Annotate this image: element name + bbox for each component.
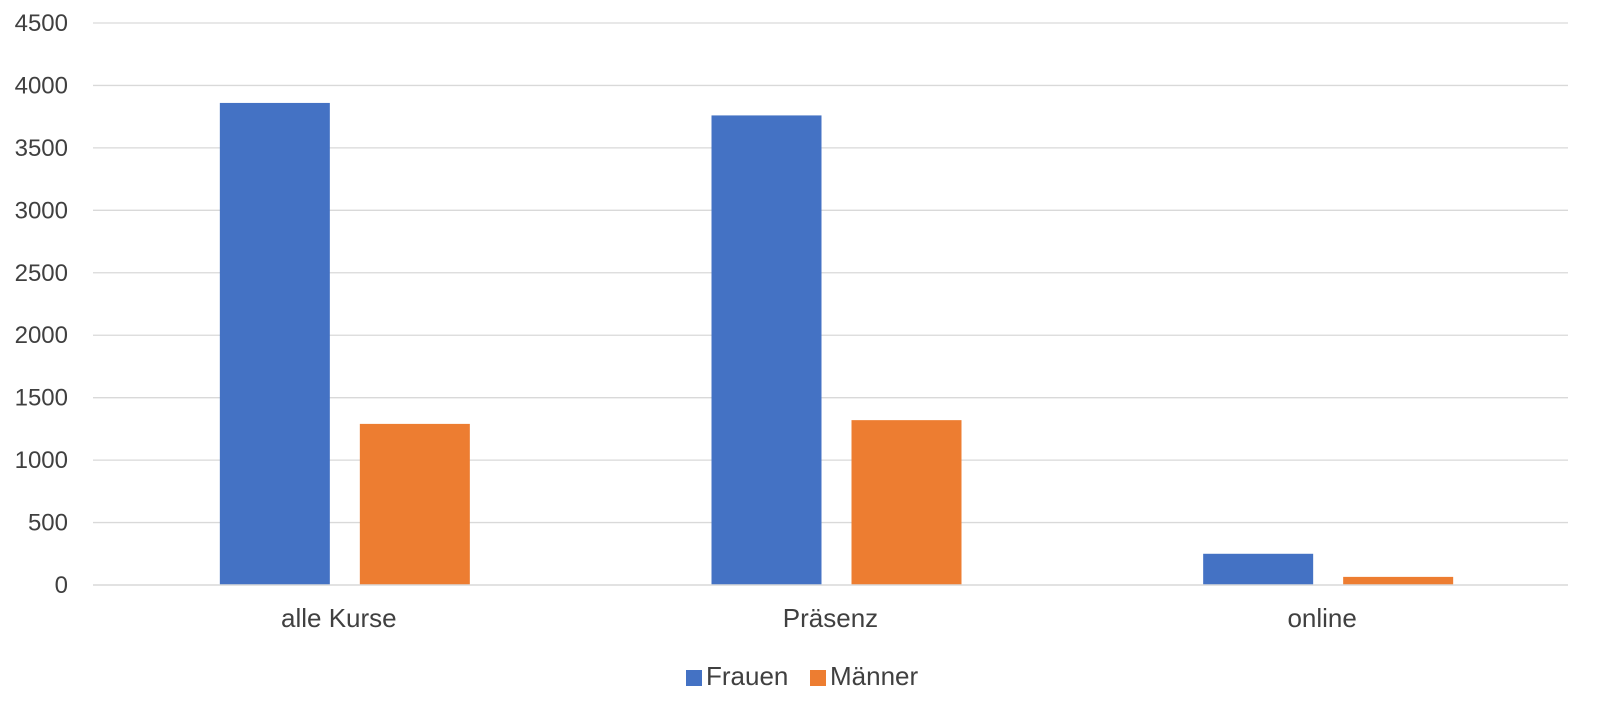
legend-swatch bbox=[810, 670, 826, 686]
bar-frauen-1 bbox=[219, 102, 330, 585]
legend: Frauen Männer bbox=[686, 661, 918, 691]
y-tick-label: 2000 bbox=[15, 322, 68, 349]
x-category-label: Präsenz bbox=[783, 603, 878, 633]
x-axis: alle Kurse Präsenz online bbox=[93, 584, 1568, 633]
x-category-label: online bbox=[1287, 603, 1356, 633]
y-tick-label: 4500 bbox=[15, 10, 68, 37]
legend-label: Frauen bbox=[706, 661, 788, 691]
y-tick-label: 3500 bbox=[15, 135, 68, 162]
bar-männer-2 bbox=[851, 420, 962, 585]
y-tick-label: 2500 bbox=[15, 260, 68, 287]
bar-frauen-2 bbox=[711, 115, 822, 585]
y-tick-label: 4000 bbox=[15, 72, 68, 99]
y-tick-label: 3000 bbox=[15, 197, 68, 224]
y-tick-label: 0 bbox=[55, 572, 68, 599]
y-tick-label: 500 bbox=[28, 510, 68, 537]
y-tick-label: 1500 bbox=[15, 385, 68, 412]
bar-frauen-3 bbox=[1203, 553, 1314, 585]
y-tick-label: 1000 bbox=[15, 447, 68, 474]
bar-männer-3 bbox=[1343, 576, 1454, 585]
bars bbox=[219, 102, 1454, 585]
bar-männer-1 bbox=[359, 423, 470, 585]
x-category-label: alle Kurse bbox=[281, 603, 397, 633]
y-axis-tick-labels: 0 500 1000 1500 2000 2500 3000 3500 4000 4500 bbox=[15, 10, 68, 599]
gridlines bbox=[93, 22, 1568, 524]
legend-swatch bbox=[686, 670, 702, 686]
legend-label: Männer bbox=[830, 661, 918, 691]
